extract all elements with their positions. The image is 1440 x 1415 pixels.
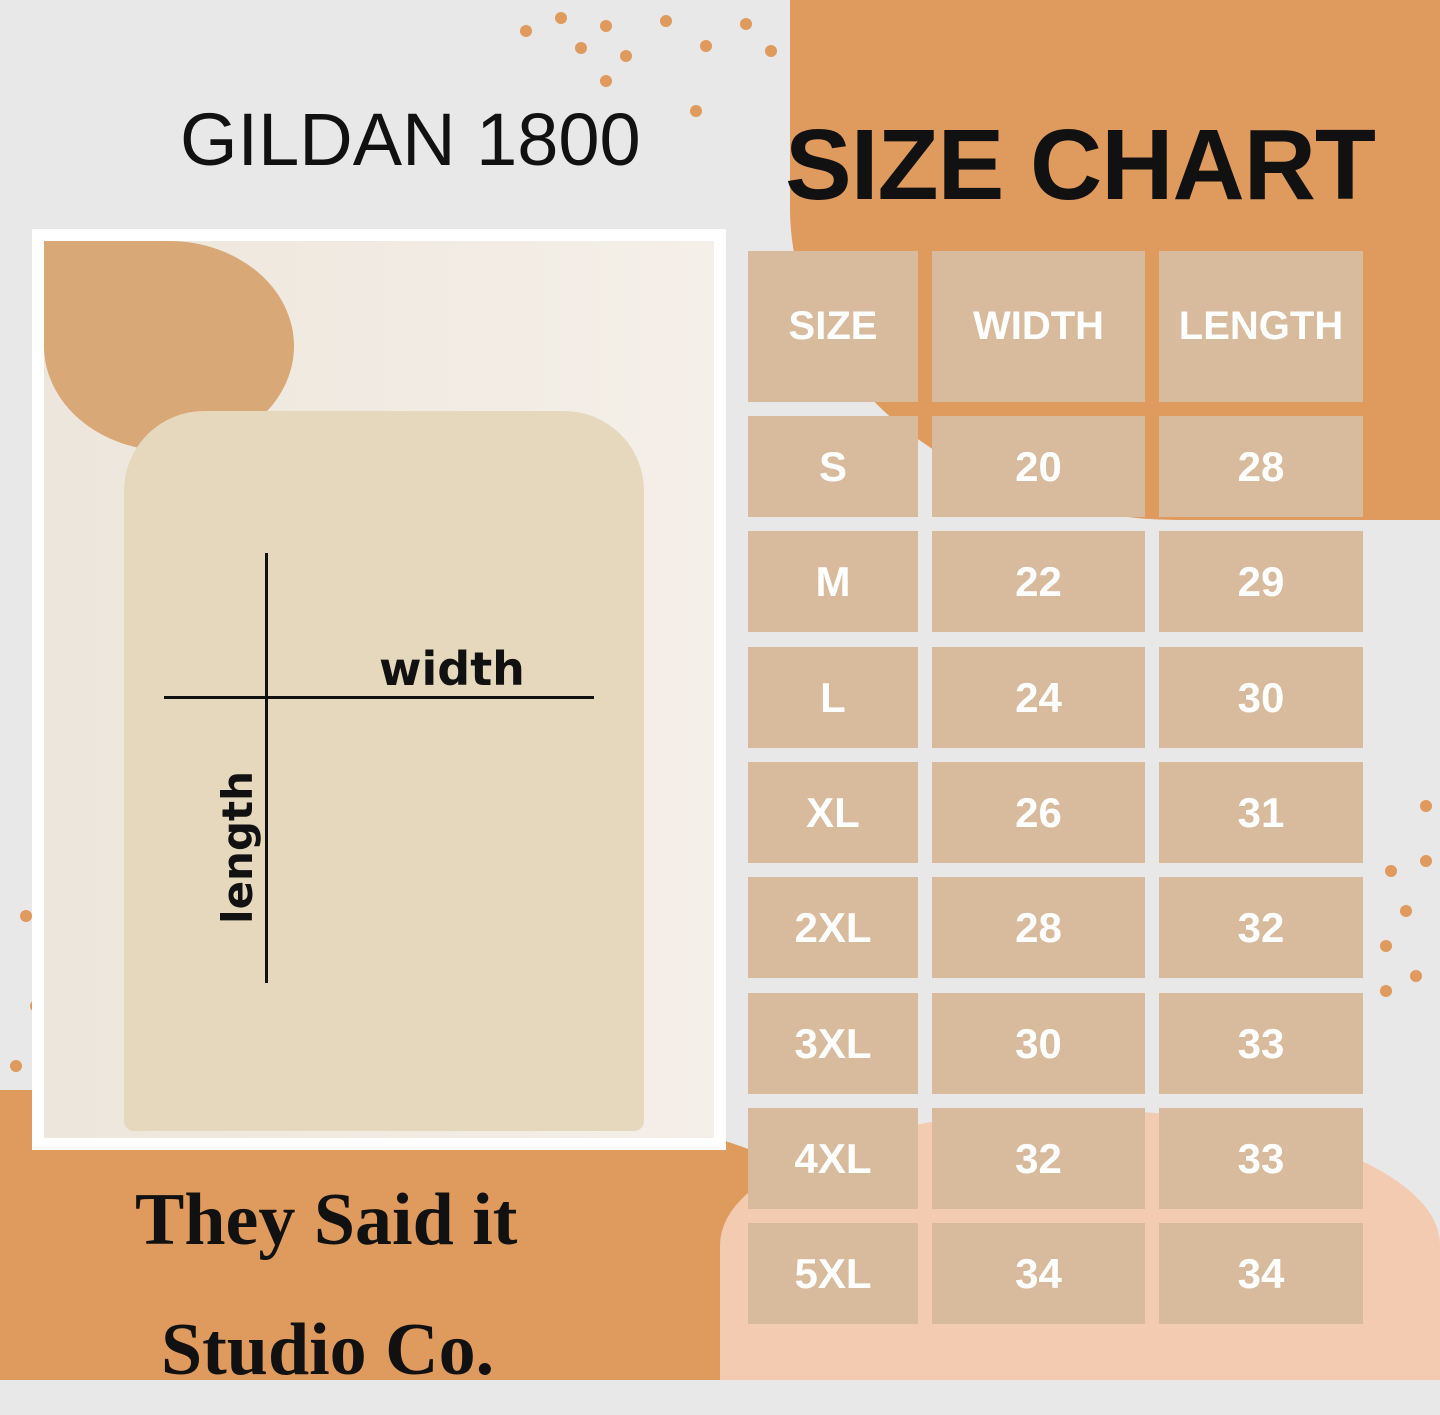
table-cell: S xyxy=(748,416,918,517)
table-cell: 31 xyxy=(1159,762,1363,863)
table-cell: M xyxy=(748,531,918,632)
table-cell: 28 xyxy=(932,877,1145,978)
dot xyxy=(10,1060,22,1072)
table-cell: 26 xyxy=(932,762,1145,863)
width-arrow xyxy=(164,696,594,699)
dot xyxy=(600,75,612,87)
studio-line-1: They Said it xyxy=(135,1179,518,1261)
dot xyxy=(20,910,32,922)
studio-line-2: Studio Co. xyxy=(161,1309,495,1391)
table-cell: 2XL xyxy=(748,877,918,978)
table-cell: 33 xyxy=(1159,993,1363,1094)
length-arrow xyxy=(265,553,268,983)
table-cell: L xyxy=(748,647,918,748)
sweatshirt-image xyxy=(124,411,644,1131)
studio-name: They Said it Studio Co. xyxy=(135,1155,715,1415)
dot xyxy=(600,20,612,32)
table-cell: 32 xyxy=(932,1108,1145,1209)
table-cell: 34 xyxy=(1159,1223,1363,1324)
dot xyxy=(575,42,587,54)
table-cell: 34 xyxy=(932,1223,1145,1324)
dot xyxy=(555,12,567,24)
dot xyxy=(690,105,702,117)
product-photo: width length xyxy=(44,241,714,1138)
dot xyxy=(1380,940,1392,952)
column-header: WIDTH xyxy=(932,251,1145,402)
width-label: width xyxy=(379,642,525,696)
dot xyxy=(1410,970,1422,982)
dot xyxy=(660,15,672,27)
table-cell: 30 xyxy=(1159,647,1363,748)
product-photo-frame: width length xyxy=(32,229,726,1150)
table-cell: 3XL xyxy=(748,993,918,1094)
page-title: SIZE CHART xyxy=(785,109,1376,221)
brand-title: GILDAN 1800 xyxy=(180,98,641,181)
table-cell: 20 xyxy=(932,416,1145,517)
dot xyxy=(700,40,712,52)
table-cell: 30 xyxy=(932,993,1145,1094)
table-cell: 28 xyxy=(1159,416,1363,517)
dot xyxy=(1400,905,1412,917)
column-header: LENGTH xyxy=(1159,251,1363,402)
table-cell: 33 xyxy=(1159,1108,1363,1209)
table-cell: 22 xyxy=(932,531,1145,632)
dot xyxy=(765,45,777,57)
dot xyxy=(1420,855,1432,867)
table-cell: 32 xyxy=(1159,877,1363,978)
dot xyxy=(620,50,632,62)
column-header: SIZE xyxy=(748,251,918,402)
dot xyxy=(1380,985,1392,997)
table-cell: 4XL xyxy=(748,1108,918,1209)
dot xyxy=(1420,800,1432,812)
table-cell: 5XL xyxy=(748,1223,918,1324)
table-cell: XL xyxy=(748,762,918,863)
length-label: length xyxy=(213,771,262,924)
table-cell: 24 xyxy=(932,647,1145,748)
table-cell: 29 xyxy=(1159,531,1363,632)
dot xyxy=(520,25,532,37)
dot xyxy=(1385,865,1397,877)
dot xyxy=(740,18,752,30)
